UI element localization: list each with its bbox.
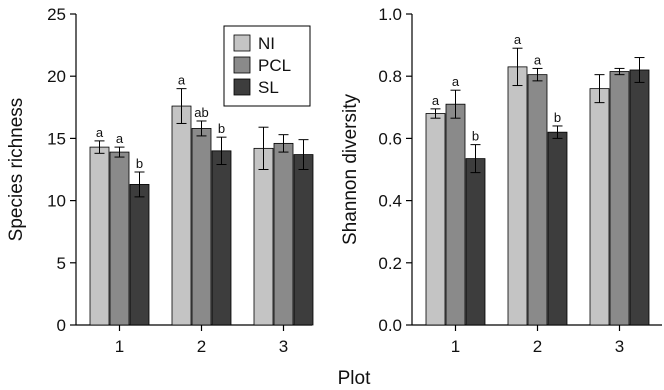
significance-label: a	[534, 52, 542, 67]
significance-label: a	[96, 125, 104, 140]
bar	[89, 146, 110, 326]
bar	[465, 158, 486, 326]
legend: NI PCL SL	[223, 25, 311, 107]
y-axis-title: Species richness	[6, 98, 27, 242]
legend-label: NI	[258, 34, 275, 53]
x-tick-label: 3	[279, 337, 288, 356]
significance-label: a	[432, 93, 440, 108]
significance-label: a	[452, 74, 460, 89]
y-tick-label: 25	[47, 5, 66, 24]
bar	[445, 103, 466, 326]
significance-label: b	[472, 129, 479, 144]
bar	[589, 88, 610, 326]
bar	[547, 131, 568, 326]
legend-swatch	[233, 34, 251, 52]
y-tick-label: 5	[57, 254, 66, 273]
shared-x-axis-title: Plot	[338, 368, 371, 389]
x-tick-label: 2	[197, 337, 206, 356]
bar	[293, 154, 314, 326]
y-axis-title: Shannon diversity	[340, 93, 361, 245]
x-tick-label: 2	[533, 337, 542, 356]
y-tick-label: 10	[47, 192, 66, 211]
y-tick-label: 1.0	[378, 5, 402, 24]
bar	[191, 128, 212, 326]
y-tick-label: 0.8	[378, 67, 402, 86]
bar	[129, 184, 150, 326]
legend-label: PCL	[258, 56, 291, 75]
legend-swatch	[233, 78, 251, 96]
legend-label: SL	[258, 78, 279, 97]
bar	[273, 142, 294, 326]
x-tick-label: 1	[115, 337, 124, 356]
significance-label: b	[136, 156, 143, 171]
y-tick-label: 15	[47, 129, 66, 148]
y-tick-label: 0	[57, 316, 66, 335]
y-tick-label: 0.2	[378, 254, 402, 273]
legend-swatch	[233, 56, 251, 74]
significance-label: b	[554, 110, 561, 125]
y-tick-label: 0.4	[378, 192, 402, 211]
bar	[629, 69, 650, 326]
significance-label: b	[218, 121, 225, 136]
bar	[253, 147, 274, 326]
bar	[109, 151, 130, 326]
bar	[171, 105, 192, 326]
significance-label: a	[178, 73, 186, 88]
bar	[527, 74, 548, 326]
significance-label: ab	[194, 105, 208, 120]
bar	[609, 71, 630, 326]
y-tick-label: 20	[47, 67, 66, 86]
bar	[425, 113, 446, 326]
significance-label: a	[514, 32, 522, 47]
y-tick-label: 0.6	[378, 129, 402, 148]
y-tick-label: 0.0	[378, 316, 402, 335]
x-tick-label: 3	[615, 337, 624, 356]
bar	[507, 66, 528, 326]
x-tick-label: 1	[451, 337, 460, 356]
significance-label: a	[116, 131, 124, 146]
bar	[211, 150, 232, 326]
